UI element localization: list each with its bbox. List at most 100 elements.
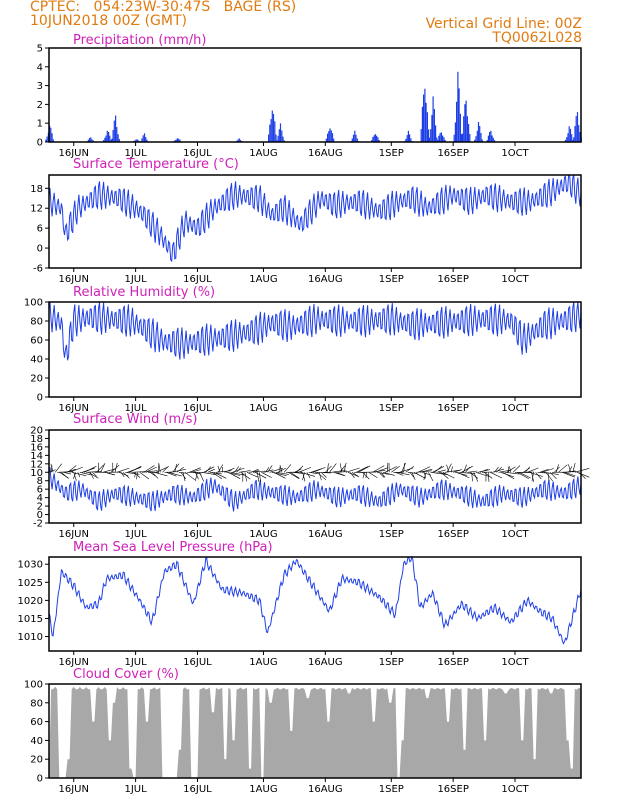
wind-arrow	[457, 472, 470, 479]
y-tick-label: 0	[37, 510, 43, 521]
y-tick-label: 5	[37, 44, 43, 55]
precip-bar	[355, 134, 357, 142]
x-tick-label: 1JUL	[125, 148, 148, 159]
precip-bar	[432, 96, 434, 142]
precip-bar	[469, 134, 471, 142]
precip-bar	[466, 116, 468, 142]
wind-arrow	[423, 472, 427, 480]
x-tick-label: 1OCT	[501, 657, 529, 668]
precip-bar	[274, 121, 276, 142]
x-tick-label: 16AUG	[308, 274, 343, 285]
plot-frame	[48, 683, 582, 779]
x-tick-label: 16AUG	[308, 529, 343, 540]
wind-arrow	[572, 463, 576, 473]
wind-arrow	[133, 472, 141, 478]
panel-title: Mean Sea Level Pressure (hPa)	[73, 540, 273, 555]
wind-arrow	[267, 465, 273, 473]
wind-arrow	[63, 472, 71, 475]
precip-bar	[141, 138, 143, 142]
x-tick-label: 16JUN	[59, 529, 89, 540]
wind-arrow	[199, 472, 205, 482]
plot-frame	[48, 429, 582, 524]
precip-bar	[51, 133, 53, 142]
precip-bar	[89, 138, 91, 142]
y-tick-label: 2	[37, 502, 43, 513]
wind-arrow	[261, 472, 272, 478]
plot-frame	[48, 556, 582, 652]
wind-arrow	[312, 467, 326, 473]
wind-arrow	[224, 467, 235, 473]
precip-bar	[329, 128, 331, 142]
wind-arrow	[502, 472, 515, 480]
panel-title: Surface Temperature (°C)	[73, 157, 239, 172]
precip-bar	[566, 137, 568, 142]
wind-arrow	[279, 464, 283, 473]
wind-arrow	[430, 472, 447, 475]
wind-arrow	[79, 472, 91, 476]
wind-arrow	[288, 472, 300, 480]
wind-arrow	[125, 472, 140, 475]
y-tick-label: 20	[30, 374, 43, 385]
wind-arrow	[89, 472, 94, 479]
panel-title: Cloud Cover (%)	[73, 667, 179, 682]
precip-bar	[134, 140, 136, 142]
x-tick-label: 1JUL	[125, 529, 148, 540]
precip-bar	[407, 130, 409, 142]
precip-bar	[178, 138, 180, 142]
wind-arrow	[283, 464, 292, 473]
precip-bar	[421, 106, 423, 142]
x-tick-label: 1OCT	[501, 403, 529, 414]
wind-arrow	[335, 472, 345, 476]
wind-arrow	[88, 472, 99, 479]
precip-bar	[331, 133, 334, 142]
wind-arrow	[428, 472, 434, 482]
precip-bar	[439, 133, 441, 142]
header-code: TQ0062L028	[492, 30, 582, 46]
precip-bar	[486, 140, 488, 142]
x-tick-label: 16SEP	[437, 784, 468, 795]
wind-arrow	[265, 467, 270, 473]
precip-bar	[574, 126, 576, 142]
wind-arrow	[189, 467, 201, 473]
wind-arrow	[96, 464, 104, 473]
wind-arrow	[539, 468, 549, 473]
y-tick-label: 1015	[18, 614, 43, 625]
x-tick-label: 1OCT	[501, 274, 529, 285]
x-tick-label: 1OCT	[501, 148, 529, 159]
wind-arrow	[440, 472, 449, 479]
wind-arrow	[168, 472, 182, 477]
wind-arrow	[246, 472, 258, 478]
x-tick-label: 16SEP	[437, 403, 468, 414]
wind-arrow	[69, 466, 83, 473]
wind-arrow	[527, 467, 539, 473]
wind-arrow	[217, 465, 221, 473]
precip-bar	[461, 134, 463, 142]
wind-arrow	[329, 463, 337, 473]
precip-bar	[87, 139, 89, 142]
x-tick-label: 1SEP	[379, 148, 404, 159]
wind-arrow	[134, 472, 136, 478]
x-tick-label: 1JUL	[125, 274, 148, 285]
wind-arrow	[73, 472, 77, 481]
plot-frame	[48, 174, 582, 269]
precip-bar	[281, 130, 283, 142]
wind-arrow	[504, 472, 520, 475]
wind-arrow	[195, 472, 199, 480]
wind-arrow	[568, 466, 573, 473]
wind-arrow	[446, 463, 452, 473]
y-tick-label: 0	[37, 774, 43, 785]
wind-arrow	[434, 465, 443, 473]
wind-arrow	[149, 472, 156, 477]
wind-arrow	[574, 468, 590, 473]
y-tick-label: 0	[37, 138, 43, 149]
series-line	[48, 467, 582, 512]
wind-arrow	[362, 472, 370, 480]
header-datetime: 10JUN2018 00Z (GMT)	[30, 13, 188, 29]
x-tick-label: 16AUG	[308, 657, 343, 668]
wind-arrow	[100, 463, 106, 473]
precip-bar	[428, 129, 430, 142]
panel-title: Relative Humidity (%)	[73, 285, 215, 300]
y-tick-label: 60	[30, 717, 43, 728]
wind-arrow	[564, 472, 576, 477]
precip-bar	[438, 135, 440, 142]
